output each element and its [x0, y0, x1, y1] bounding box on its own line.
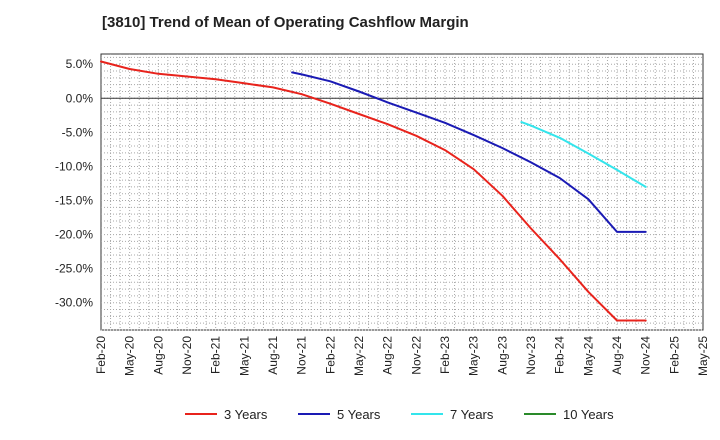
x-tick-label: Nov-23 — [524, 336, 538, 375]
y-tick-label: 0.0% — [66, 91, 94, 105]
x-tick-label: Aug-24 — [610, 336, 624, 375]
legend-layer: 3 Years 5 Years 7 Years 10 Years — [185, 407, 614, 422]
x-tick-label: Feb-24 — [553, 336, 567, 374]
plot-frame — [100, 53, 704, 331]
legend-label-3-years: 3 Years — [224, 407, 268, 422]
legend-label-5-years: 5 Years — [337, 407, 381, 422]
legend-label-10-years: 10 Years — [563, 407, 614, 422]
grid-layer — [100, 53, 704, 331]
y-tick-label: 5.0% — [66, 57, 94, 71]
x-tick-label: Nov-21 — [295, 336, 309, 375]
y-tick-label: -30.0% — [55, 296, 93, 310]
x-tick-label: Aug-23 — [495, 336, 509, 375]
x-tick-label: Aug-20 — [151, 336, 165, 375]
x-tick-label: Aug-21 — [266, 336, 280, 375]
x-tick-label: Feb-22 — [323, 336, 337, 374]
x-tick-label: Feb-20 — [94, 336, 108, 374]
series-line-5-years — [291, 71, 647, 233]
legend-label-7-years: 7 Years — [450, 407, 494, 422]
x-tick-label: Feb-25 — [667, 336, 681, 374]
y-tick-label: -20.0% — [55, 228, 93, 242]
series-line-3-years — [100, 60, 647, 322]
x-tick-label: May-22 — [352, 336, 366, 376]
y-tick-label: -5.0% — [62, 125, 94, 139]
x-tick-label: Nov-20 — [180, 336, 194, 375]
chart-title: [3810] Trend of Mean of Operating Cashfl… — [102, 14, 469, 31]
y-tick-label: -15.0% — [55, 194, 93, 208]
x-tick-label: May-21 — [237, 336, 251, 376]
x-tick-label: Nov-22 — [409, 336, 423, 375]
x-tick-label: Nov-24 — [639, 336, 653, 375]
axis-layer: 5.0% 0.0% -5.0% -10.0% -15.0% -20.0% -25.0% -30… — [55, 57, 710, 376]
x-tick-label: May-20 — [123, 336, 137, 376]
series-layer — [100, 60, 647, 322]
x-tick-label: May-24 — [581, 336, 595, 376]
x-tick-label: Feb-21 — [209, 336, 223, 374]
y-tick-label: -25.0% — [55, 262, 93, 276]
series-line-7-years — [520, 121, 647, 188]
x-tick-label: May-23 — [467, 336, 481, 376]
x-tick-label: May-25 — [696, 336, 710, 376]
y-tick-label: -10.0% — [55, 159, 93, 173]
x-tick-label: Feb-23 — [438, 336, 452, 374]
x-tick-label: Aug-22 — [381, 336, 395, 375]
